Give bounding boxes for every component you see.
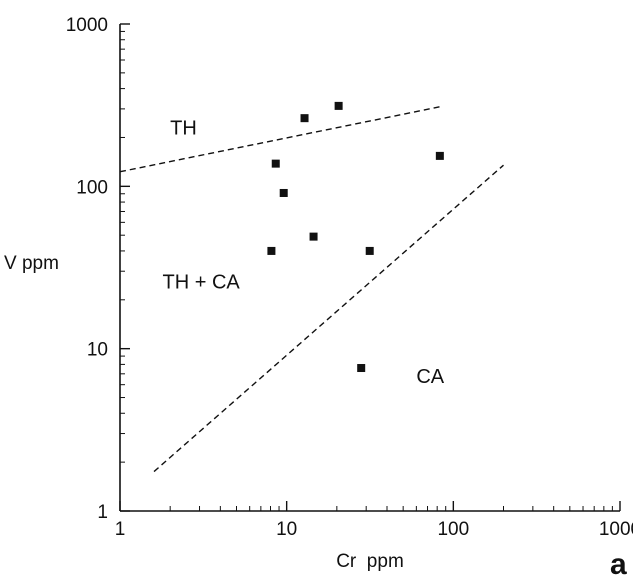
y-tick-label: 1000 bbox=[66, 15, 108, 36]
data-point bbox=[300, 114, 309, 123]
panel-label: a bbox=[610, 548, 627, 576]
x-axis-title: Cr ppm bbox=[336, 551, 404, 572]
region-label: TH + CA bbox=[163, 271, 241, 293]
data-point bbox=[271, 159, 280, 168]
data-point bbox=[309, 232, 318, 241]
data-point bbox=[267, 246, 276, 255]
data-points bbox=[267, 101, 444, 373]
minor-ticks bbox=[120, 30, 613, 511]
y-tick-label: 10 bbox=[87, 340, 108, 361]
axes bbox=[119, 24, 620, 512]
y-axis-title: V ppm bbox=[4, 253, 59, 274]
major-ticks bbox=[119, 23, 621, 512]
x-tick-label: 10 bbox=[276, 519, 297, 540]
y-tick-label: 1 bbox=[97, 502, 108, 523]
x-tick-label: 1000 bbox=[599, 519, 633, 540]
data-point bbox=[357, 364, 366, 373]
boundary-lines bbox=[119, 106, 504, 473]
data-point bbox=[365, 246, 374, 255]
boundary-line bbox=[119, 106, 440, 173]
x-tick-labels: 1 10 100 1000 bbox=[115, 519, 633, 540]
data-point bbox=[334, 101, 343, 110]
region-label: CA bbox=[416, 366, 444, 388]
y-tick-labels: 1 10 100 1000 bbox=[66, 15, 108, 523]
x-tick-label: 100 bbox=[437, 519, 469, 540]
boundary-line bbox=[153, 164, 504, 473]
region-label: TH bbox=[170, 118, 197, 140]
data-point bbox=[435, 151, 444, 160]
x-tick-label: 1 bbox=[115, 519, 126, 540]
data-point bbox=[279, 188, 288, 197]
y-tick-label: 100 bbox=[76, 177, 108, 198]
region-labels: TH TH + CA CA bbox=[163, 118, 445, 388]
